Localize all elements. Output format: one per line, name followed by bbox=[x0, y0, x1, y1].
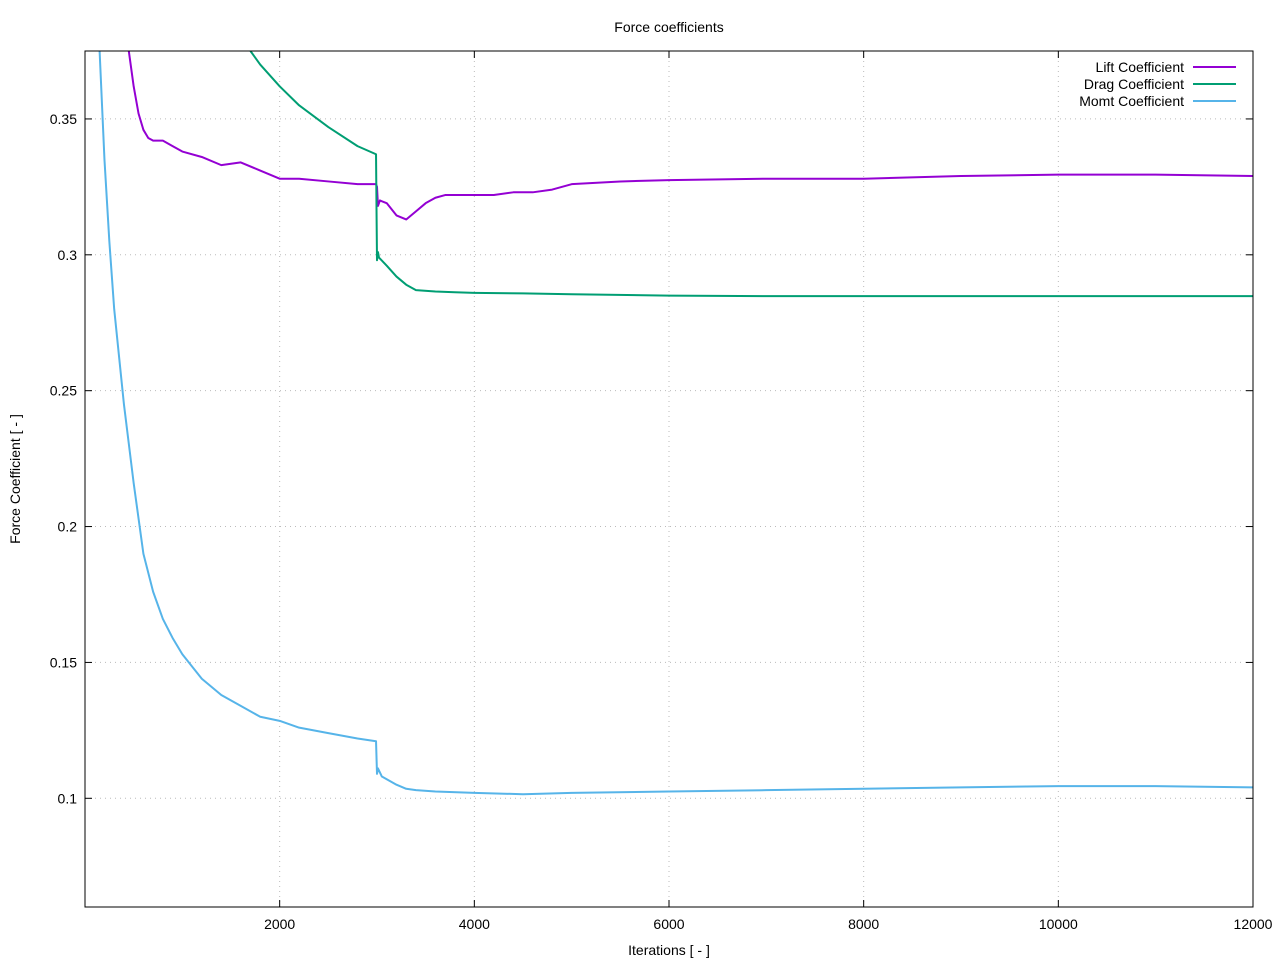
x-tick-label: 6000 bbox=[653, 916, 684, 932]
y-tick-label: 0.15 bbox=[50, 654, 77, 670]
y-tick-label: 0.35 bbox=[50, 111, 77, 127]
y-tick-label: 0.25 bbox=[50, 383, 77, 399]
x-tick-label: 2000 bbox=[264, 916, 295, 932]
series-line-lift-coefficient bbox=[127, 51, 1253, 221]
legend-label-drag-coefficient: Drag Coefficient bbox=[1084, 76, 1184, 92]
series-lines bbox=[98, 51, 1253, 796]
chart-title: Force coefficients bbox=[614, 19, 723, 35]
series-line-drag-coefficient bbox=[249, 51, 1253, 298]
x-tick-label: 4000 bbox=[459, 916, 490, 932]
y-tick-label: 0.2 bbox=[58, 519, 78, 535]
legend-label-momt-coefficient: Momt Coefficient bbox=[1079, 93, 1184, 109]
series-line-momt-coefficient bbox=[98, 51, 1253, 796]
y-axis-label: Force Coefficient [ - ] bbox=[7, 414, 23, 544]
legend-label-lift-coefficient: Lift Coefficient bbox=[1096, 59, 1185, 75]
x-tick-label: 12000 bbox=[1234, 916, 1273, 932]
ticks: 2000 4000 6000 8000 10000 12000 0.1 0.15 0.2 0.25… bbox=[50, 51, 1273, 932]
x-tick-label: 10000 bbox=[1039, 916, 1078, 932]
x-tick-label: 8000 bbox=[848, 916, 879, 932]
y-tick-label: 0.1 bbox=[58, 790, 78, 806]
y-tick-label: 0.3 bbox=[58, 247, 78, 263]
x-axis-label: Iterations [ - ] bbox=[628, 942, 710, 958]
